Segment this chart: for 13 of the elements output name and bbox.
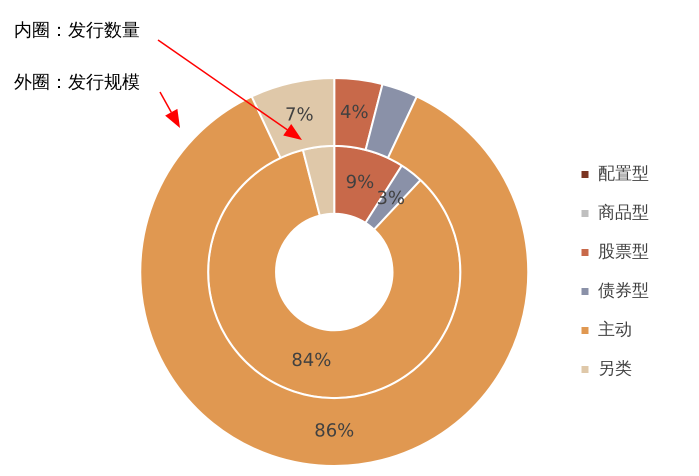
- data-label: 9%: [346, 172, 374, 194]
- legend-label: 主动: [598, 320, 632, 340]
- data-label: 7%: [285, 104, 314, 126]
- legend-label: 债券型: [598, 280, 649, 301]
- legend-label: 股票型: [598, 242, 649, 262]
- legend-label: 商品型: [598, 202, 649, 223]
- data-label: 84%: [291, 350, 332, 371]
- legend-label: 配置型: [598, 164, 649, 184]
- legend-label: 另类: [598, 358, 632, 379]
- data-label: 86%: [314, 420, 354, 442]
- text: 外圈：发行规模: [14, 71, 140, 94]
- data-label: 4%: [340, 102, 369, 123]
- text: 内圈：发行数量: [14, 19, 140, 42]
